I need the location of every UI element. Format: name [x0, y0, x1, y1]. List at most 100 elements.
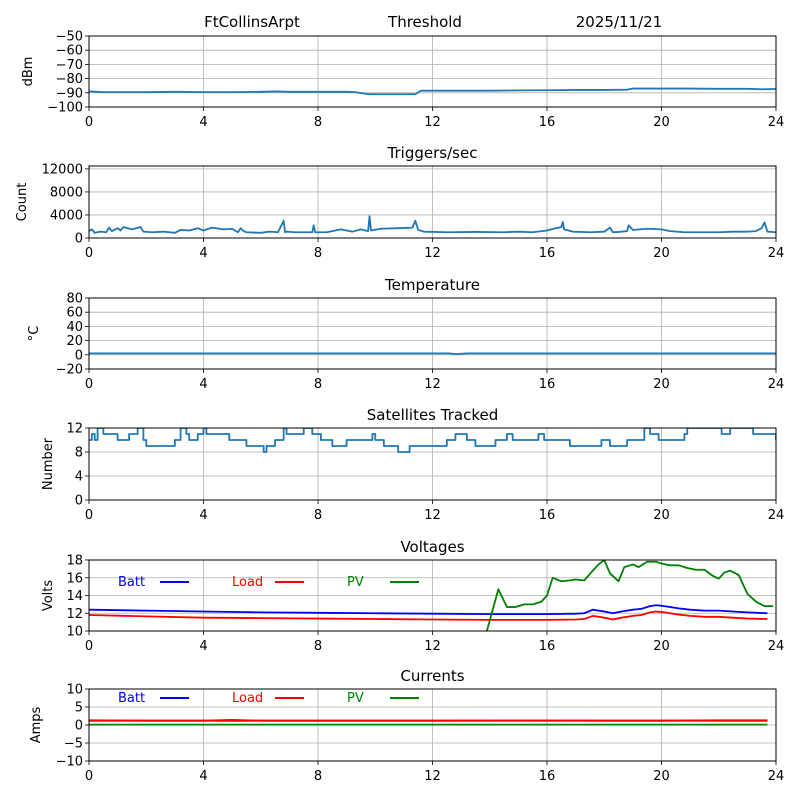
- series-line-load: [89, 719, 768, 722]
- x-tick-label: 4: [199, 508, 207, 523]
- x-tick-label: 12: [424, 246, 441, 261]
- y-axis-label: Number: [41, 437, 56, 490]
- x-tick-label: 24: [768, 639, 785, 654]
- y-tick-label: 0: [75, 232, 83, 247]
- x-tick-label: 24: [768, 508, 785, 523]
- x-tick-label: 8: [314, 769, 322, 784]
- y-axis-label: Amps: [29, 706, 44, 743]
- y-tick-label: 0: [75, 348, 83, 363]
- legend-label-load: Load: [232, 691, 263, 706]
- y-tick-label: −60: [56, 44, 83, 59]
- x-tick-label: 8: [314, 508, 322, 523]
- y-tick-label: −80: [56, 72, 83, 87]
- x-tick-label: 16: [539, 639, 556, 654]
- x-tick-label: 20: [653, 508, 670, 523]
- x-tick-label: 16: [539, 508, 556, 523]
- x-tick-label: 20: [653, 246, 670, 261]
- x-tick-label: 4: [199, 769, 207, 784]
- x-tick-label: 24: [768, 377, 785, 392]
- x-tick-label: 20: [653, 769, 670, 784]
- x-tick-label: 0: [85, 377, 93, 392]
- legend-label-pv: PV: [347, 691, 364, 706]
- x-tick-label: 0: [85, 115, 93, 130]
- x-tick-label: 12: [424, 377, 441, 392]
- series-line-batt: [89, 604, 768, 616]
- panel-satellites: 0 4 8 12 16 20 24 0 4 8 12 Satellites Tracked Number: [41, 406, 784, 523]
- y-tick-label: −90: [56, 86, 83, 101]
- series-line-satellites: [89, 428, 776, 453]
- x-tick-label: 0: [85, 246, 93, 261]
- y-tick-label: −70: [56, 58, 83, 73]
- x-tick-label: 12: [424, 508, 441, 523]
- series-line-triggers: [89, 215, 776, 234]
- x-tick-label: 8: [314, 639, 322, 654]
- x-tick-label: 0: [85, 639, 93, 654]
- panel-threshold: 0 4 8 12 16 20 24 −100−90−80−70−60−50 dBm: [21, 30, 784, 131]
- legend-label-batt: Batt: [118, 575, 145, 590]
- x-tick-label: 20: [653, 377, 670, 392]
- x-tick-label: 4: [199, 639, 207, 654]
- x-tick-label: 4: [199, 377, 207, 392]
- y-tick-label: 4000: [50, 208, 83, 223]
- y-tick-label: −50: [56, 30, 83, 45]
- x-tick-label: 12: [424, 115, 441, 130]
- y-axis-label: Volts: [41, 580, 56, 612]
- y-tick-label: 4: [75, 470, 83, 485]
- x-tick-label: 0: [85, 508, 93, 523]
- x-tick-label: 12: [424, 769, 441, 784]
- y-tick-label: −10: [56, 755, 83, 770]
- y-axis-label: dBm: [21, 57, 36, 87]
- panel-title: Triggers/sec: [387, 144, 478, 162]
- y-tick-label: 20: [66, 334, 83, 349]
- header-panel-name: Threshold: [387, 13, 462, 31]
- y-tick-label: 8: [75, 446, 83, 461]
- panel-title: Satellites Tracked: [367, 406, 498, 424]
- legend-label-pv: PV: [347, 575, 364, 590]
- series-line-load: [89, 610, 768, 621]
- y-tick-label: 8000: [50, 185, 83, 200]
- y-tick-label: 12: [66, 422, 83, 437]
- x-tick-label: 16: [539, 377, 556, 392]
- y-tick-label: 16: [66, 571, 83, 586]
- y-tick-label: 0: [75, 719, 83, 734]
- x-tick-label: 8: [314, 115, 322, 130]
- x-tick-label: 8: [314, 246, 322, 261]
- y-tick-label: −5: [64, 737, 83, 752]
- y-axis-label: Count: [15, 183, 30, 222]
- y-tick-label: 14: [66, 589, 83, 604]
- y-tick-label: 60: [66, 306, 83, 321]
- y-tick-label: 12: [66, 607, 83, 622]
- x-tick-label: 24: [768, 115, 785, 130]
- y-tick-label: −100: [47, 101, 83, 116]
- x-tick-label: 12: [424, 639, 441, 654]
- y-tick-label: 40: [66, 320, 83, 335]
- y-tick-label: 80: [66, 292, 83, 307]
- legend-label-load: Load: [232, 575, 263, 590]
- x-tick-label: 4: [199, 246, 207, 261]
- panel-currents: 0 4 8 12 16 20 24 −10 −5 0 5 10 Currents Amps Batt Load…: [29, 667, 784, 784]
- x-tick-label: 0: [85, 769, 93, 784]
- header-date: 2025/11/21: [576, 13, 662, 31]
- x-tick-label: 16: [539, 246, 556, 261]
- series-line-temperature: [89, 352, 776, 355]
- y-tick-label: 18: [66, 554, 83, 569]
- x-tick-label: 24: [768, 769, 785, 784]
- x-tick-label: 20: [653, 639, 670, 654]
- x-tick-label: 4: [199, 115, 207, 130]
- header-station: FtCollinsArpt: [204, 13, 300, 31]
- y-tick-label: 12000: [42, 162, 83, 177]
- y-tick-label: 0: [75, 494, 83, 509]
- legend-label-batt: Batt: [118, 691, 145, 706]
- x-tick-label: 16: [539, 115, 556, 130]
- series-line-threshold: [89, 87, 776, 96]
- y-tick-label: −20: [56, 363, 83, 378]
- panel-title: Currents: [400, 667, 464, 685]
- x-tick-label: 16: [539, 769, 556, 784]
- x-tick-label: 24: [768, 246, 785, 261]
- x-tick-label: 8: [314, 377, 322, 392]
- panel-triggers: 0 4 8 12 16 20 24 0 4000 8000 12000 Triggers/sec Cou…: [15, 144, 784, 261]
- panel-title: Voltages: [400, 538, 464, 556]
